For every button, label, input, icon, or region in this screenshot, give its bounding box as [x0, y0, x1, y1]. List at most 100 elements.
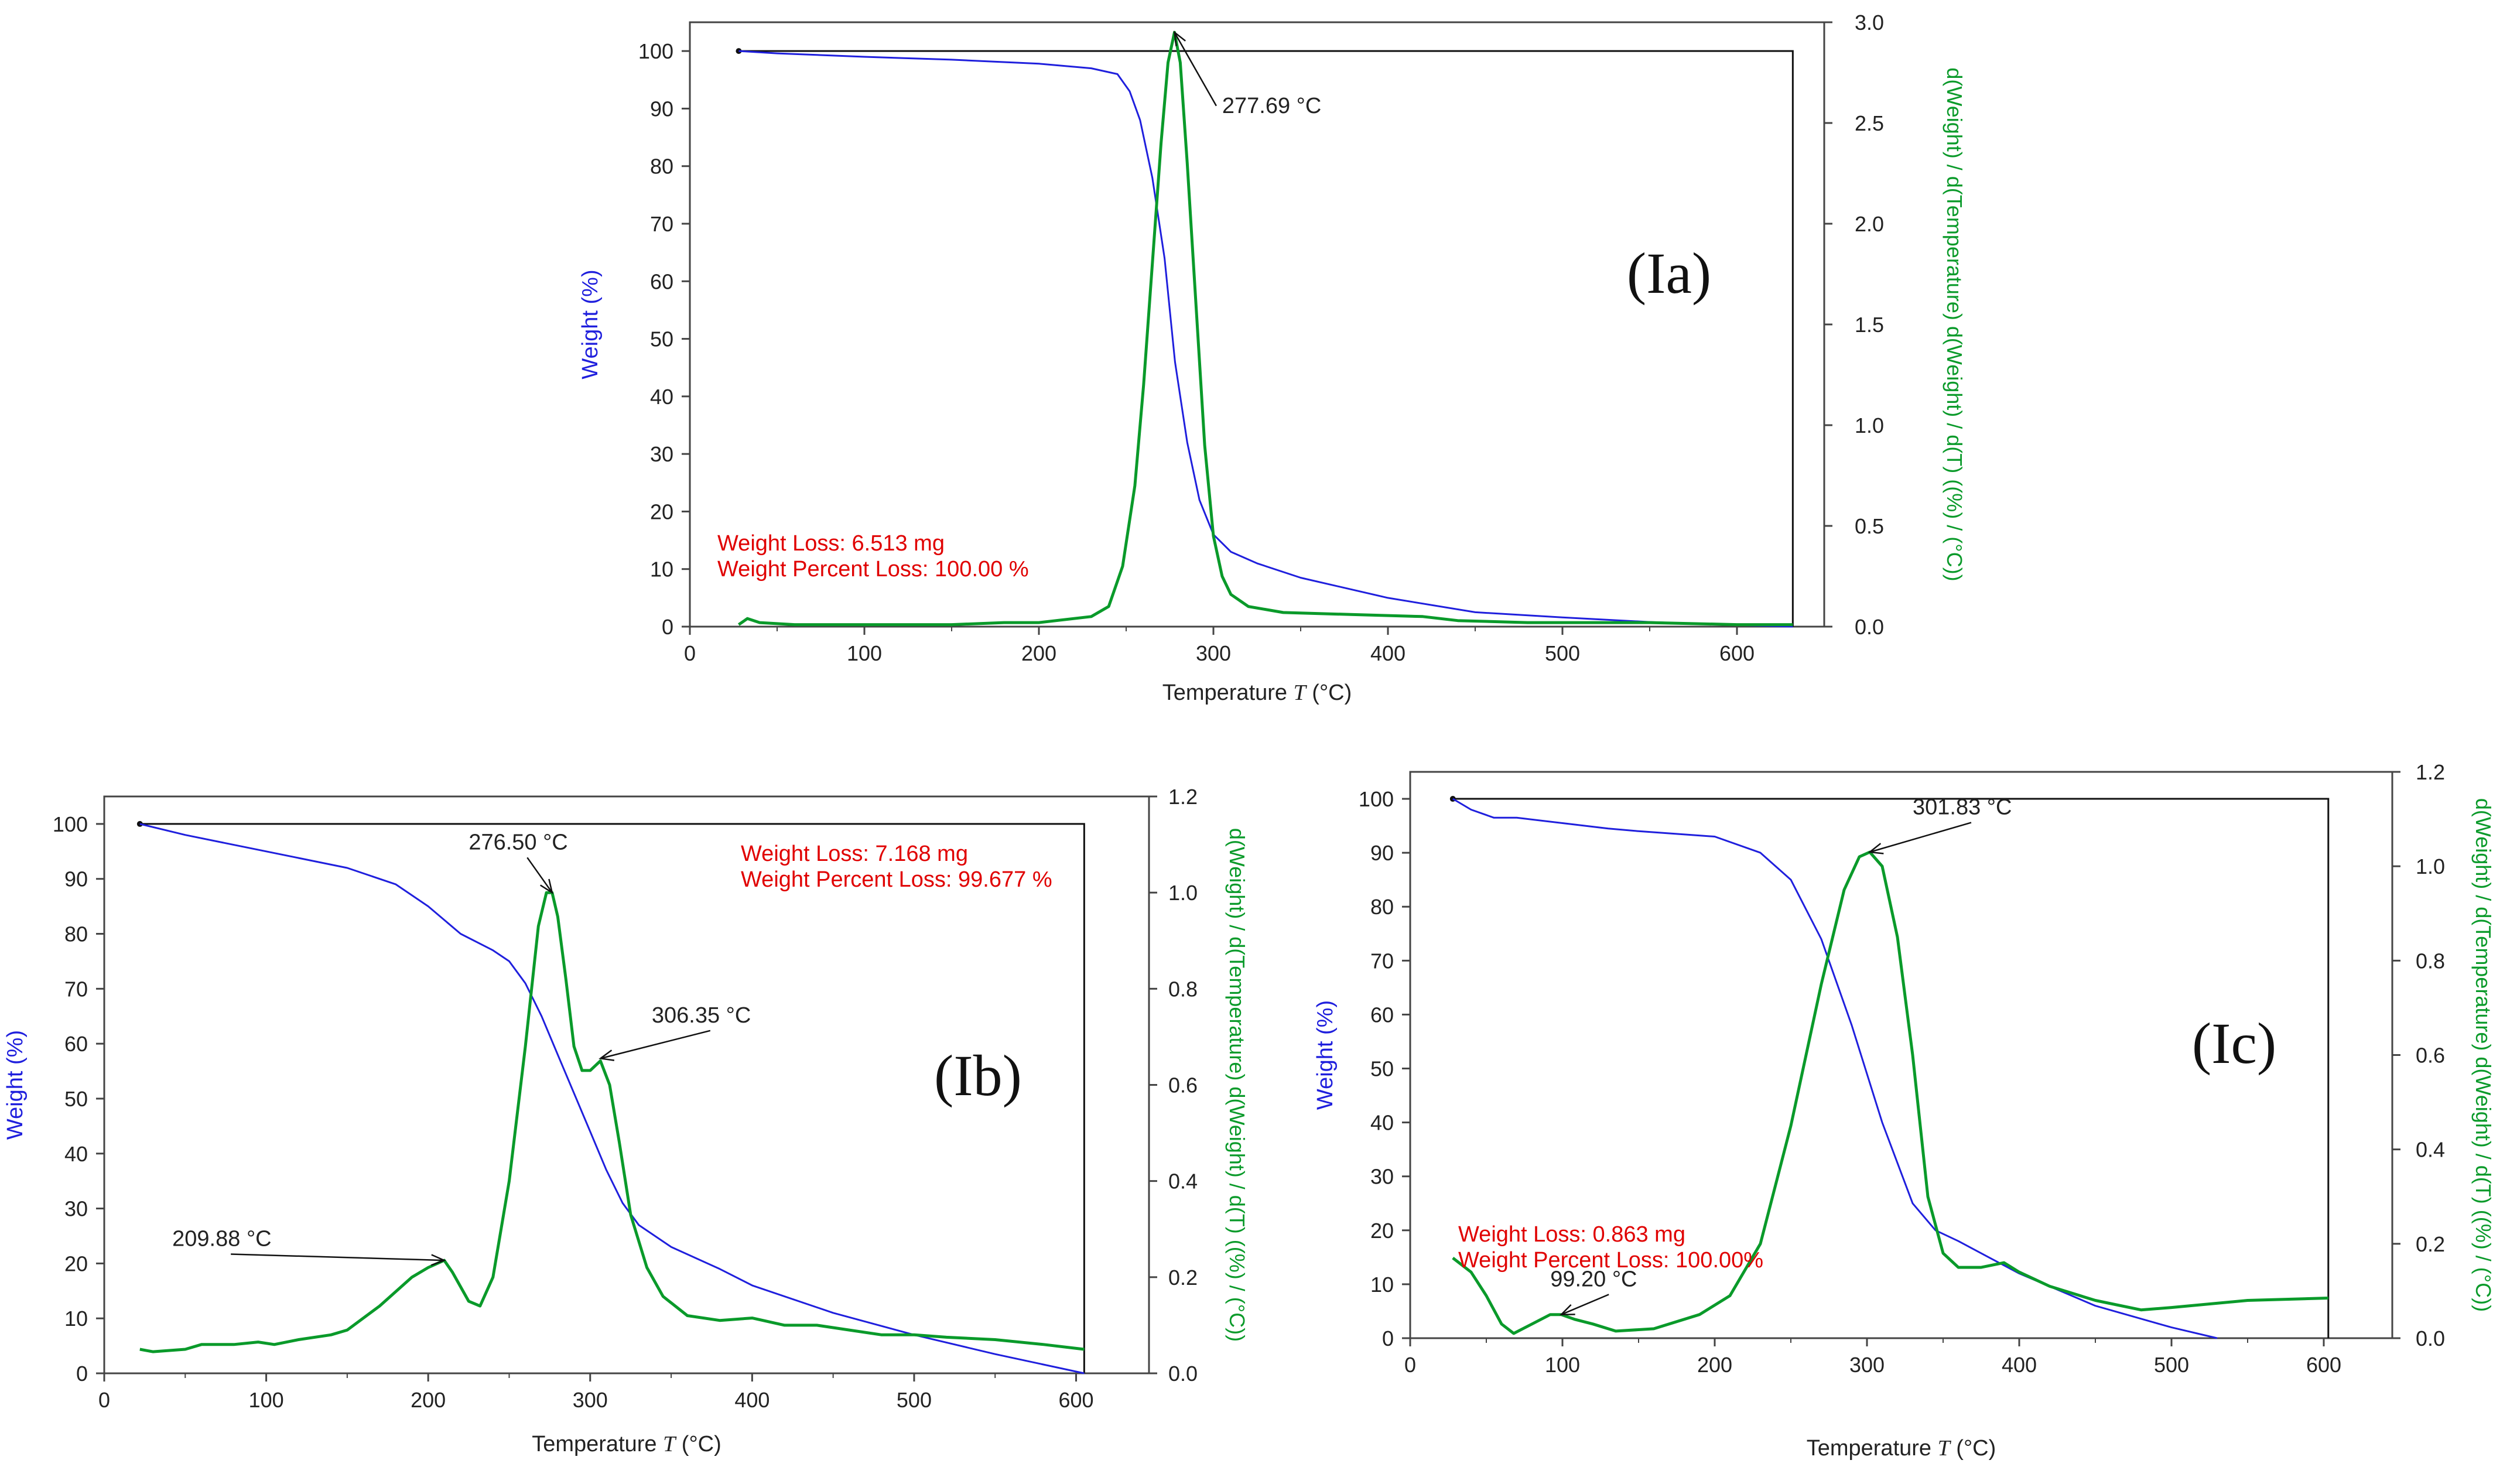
x-tick-label: 600 — [1058, 1388, 1093, 1412]
y-tick-label: 80 — [64, 922, 88, 946]
y-tick-label: 40 — [650, 385, 673, 409]
y2-axis-title: d(Weight) / d(Temperature) d(Weight) / d… — [1225, 828, 1249, 1342]
y-axis-title: Weight (%) — [578, 269, 603, 379]
y-tick-label: 10 — [1370, 1273, 1394, 1297]
x-tick-label: 100 — [1545, 1353, 1580, 1377]
x-tick-label: 300 — [1196, 641, 1231, 665]
weight-loss-text: Weight Loss: 0.863 mg — [1458, 1222, 1685, 1247]
y2-axis-title: d(Weight) / d(Temperature) d(Weight) / d… — [1943, 67, 1967, 581]
y-tick-label: 50 — [1370, 1057, 1394, 1081]
peak-annotation-arrow — [231, 1253, 444, 1261]
y-tick-label: 70 — [1370, 949, 1394, 973]
y-tick-label: 70 — [64, 977, 88, 1001]
x-tick-label: 400 — [734, 1388, 770, 1412]
y-tick-label: 50 — [650, 327, 673, 351]
y2-tick-label: 1.0 — [2416, 854, 2445, 878]
y-tick-label: 40 — [64, 1142, 88, 1166]
weight-loss-text: Weight Percent Loss: 99.677 % — [741, 867, 1052, 892]
peak-annotation-arrow — [600, 1030, 711, 1059]
y-tick-label: 20 — [64, 1252, 88, 1276]
panel-label: (Ib) — [934, 1043, 1022, 1108]
y-tick-label: 30 — [1370, 1165, 1394, 1189]
panel-label: (Ia) — [1627, 241, 1711, 306]
x-tick-label: 200 — [411, 1388, 446, 1412]
weight-step-bracket — [738, 50, 1794, 627]
y2-tick-label: 0.0 — [1168, 1362, 1198, 1386]
y-tick-label: 100 — [638, 39, 673, 63]
peak-annotation-arrowhead — [430, 1254, 446, 1266]
y2-tick-label: 2.5 — [1855, 111, 1884, 135]
peak-annotation-label: 209.88 °C — [172, 1226, 271, 1251]
y-tick-label: 0 — [662, 615, 673, 639]
x-tick-label: 200 — [1697, 1353, 1732, 1377]
y2-tick-label: 0.0 — [1855, 615, 1884, 639]
weight-loss-text: Weight Percent Loss: 100.00% — [1458, 1248, 1763, 1273]
x-tick-label: 600 — [2306, 1353, 2341, 1377]
peak-annotation-label: 306.35 °C — [652, 1003, 751, 1028]
x-tick-label: 400 — [2002, 1353, 2037, 1377]
y2-tick-label: 1.0 — [1855, 413, 1884, 437]
x-tick-label: 0 — [684, 641, 696, 665]
peak-annotation-arrow — [1174, 32, 1217, 107]
x-axis-title: Temperature T (°C) — [1807, 1436, 1996, 1461]
x-tick-label: 200 — [1021, 641, 1056, 665]
peak-annotation-arrowhead — [1559, 1304, 1575, 1315]
y-tick-label: 60 — [650, 269, 673, 293]
y2-axis-title: d(Weight) / d(Temperature) d(Weight) / d… — [2471, 798, 2493, 1312]
x-tick-label: 300 — [573, 1388, 608, 1412]
peak-annotation-label: 301.83 °C — [1913, 795, 2012, 820]
y2-tick-label: 0.8 — [2416, 949, 2445, 973]
y-tick-label: 70 — [650, 212, 673, 236]
y2-tick-label: 0.6 — [1168, 1073, 1198, 1097]
peak-annotation-label: 276.50 °C — [468, 830, 567, 854]
weight-step-bracket — [1452, 798, 2330, 1338]
y-axis-title: Weight (%) — [1313, 1000, 1338, 1110]
y-tick-label: 40 — [1370, 1111, 1394, 1135]
x-tick-label: 600 — [1719, 641, 1755, 665]
peak-annotation-label: 99.20 °C — [1550, 1267, 1637, 1291]
peak-annotation-arrowhead — [540, 878, 553, 894]
y-tick-label: 20 — [650, 500, 673, 524]
x-tick-label: 500 — [897, 1388, 932, 1412]
x-tick-label: 400 — [1370, 641, 1405, 665]
y-tick-label: 30 — [650, 442, 673, 466]
y-tick-label: 60 — [64, 1032, 88, 1056]
y2-tick-label: 0.4 — [1168, 1170, 1198, 1194]
y-tick-label: 80 — [650, 155, 673, 179]
y-tick-label: 90 — [1370, 841, 1394, 865]
y2-tick-label: 0.2 — [2416, 1232, 2445, 1256]
y-tick-label: 30 — [64, 1197, 88, 1221]
y-tick-label: 100 — [1359, 787, 1394, 811]
x-axis-title: Temperature T (°C) — [1162, 681, 1352, 705]
y2-tick-label: 0.6 — [2416, 1044, 2445, 1068]
weight-loss-text: Weight Loss: 6.513 mg — [717, 531, 945, 556]
peak-annotation-arrowhead — [599, 1049, 615, 1061]
y2-tick-label: 3.0 — [1855, 11, 1884, 35]
x-tick-label: 500 — [1545, 641, 1580, 665]
chart-panel-1: 0 100 200 300 400 500 600 0 10 20 30 40 50 60 70 80 90 10… — [578, 11, 1967, 705]
weight-step-bracket — [139, 823, 1085, 1373]
y2-tick-label: 0.2 — [1168, 1266, 1198, 1290]
peak-annotation-arrow — [1561, 1294, 1609, 1315]
derivative-series-line — [139, 891, 1085, 1353]
peak-annotation-arrowhead — [1868, 843, 1884, 854]
weight-loss-text: Weight Percent Loss: 100.00 % — [717, 557, 1029, 582]
y2-tick-label: 2.0 — [1855, 212, 1884, 236]
y2-tick-label: 1.2 — [2416, 760, 2445, 784]
derivative-series-line — [1452, 850, 2328, 1335]
panel-label: (Ic) — [2192, 1011, 2276, 1076]
x-tick-label: 100 — [847, 641, 882, 665]
y-tick-label: 90 — [650, 97, 673, 121]
x-tick-label: 300 — [1849, 1353, 1885, 1377]
weight-series-line — [1452, 798, 2218, 1339]
weight-series-line — [738, 50, 1793, 628]
x-tick-label: 100 — [249, 1388, 284, 1412]
y2-tick-label: 1.0 — [1168, 881, 1198, 905]
x-tick-label: 0 — [98, 1388, 110, 1412]
peak-annotation-arrow — [1869, 822, 1972, 853]
peak-annotation-arrowhead — [1173, 30, 1186, 46]
y-axis-title: Weight (%) — [3, 1030, 28, 1140]
weight-loss-text: Weight Loss: 7.168 mg — [741, 842, 968, 866]
